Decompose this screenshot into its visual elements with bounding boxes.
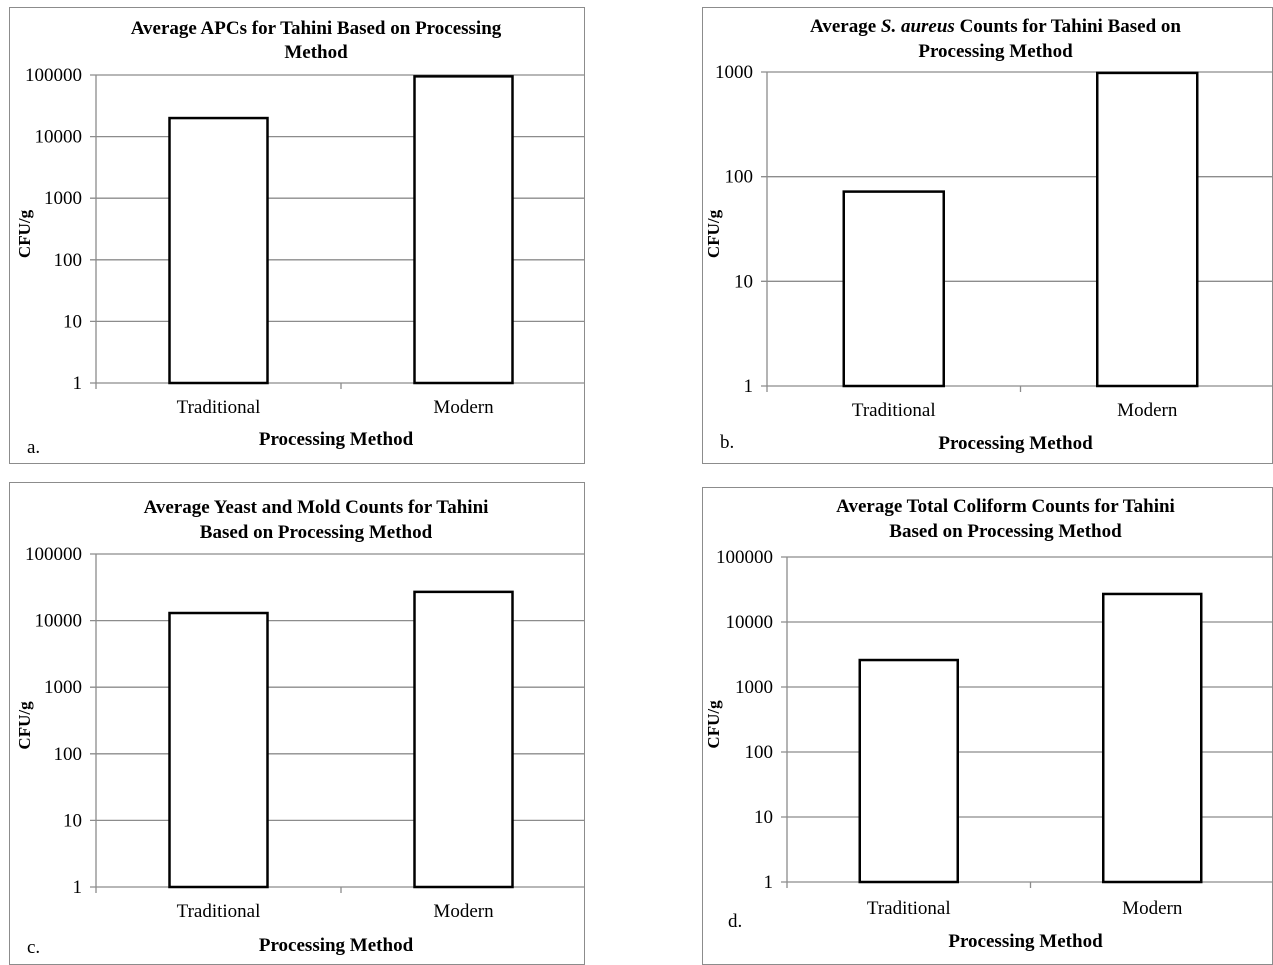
bar-traditional [842,190,945,388]
panel-label: c. [27,937,40,958]
x-tick-label: Traditional [177,901,261,922]
x-tick-label: Modern [433,397,494,418]
y-tick-label: 1000 [44,677,82,698]
y-tick-label: 10000 [35,127,83,148]
chart-panel-d: Average Total Coliform Counts for Tahini… [702,487,1273,965]
y-tick-label: 10000 [726,612,774,633]
y-tick-label: 1000 [715,62,753,83]
panel-label: b. [720,432,734,453]
chart-title-line: Method [284,42,348,63]
y-tick-label: 100000 [25,65,82,86]
chart-svg: Average Total Coliform Counts for Tahini… [704,496,1272,952]
chart-svg: Average APCs for Tahini Based on Process… [15,18,584,458]
y-tick-label: 10 [754,807,773,828]
y-axis-title: CFU/g [704,700,723,749]
y-tick-label: 1000 [44,188,82,209]
x-tick-label: Traditional [867,898,951,919]
bar-modern [1096,71,1199,388]
y-tick-label: 10 [734,271,753,292]
chart-title-line: Processing Method [918,41,1073,62]
y-tick-label: 100 [54,250,83,271]
chart-title-line: Based on Processing Method [200,522,433,543]
y-tick-label: 10000 [35,611,83,632]
chart-title-line: Average Total Coliform Counts for Tahini [836,496,1175,517]
x-tick-label: Modern [1117,400,1178,421]
y-tick-label: 100 [745,742,774,763]
x-tick-label: Modern [1122,898,1183,919]
x-tick-label: Traditional [852,400,936,421]
bar-modern [413,75,514,385]
chart-title-line: Average APCs for Tahini Based on Process… [131,18,502,39]
chart-svg: Average Yeast and Mold Counts for Tahini… [15,497,584,958]
y-axis-title: CFU/g [15,209,34,258]
y-tick-label: 10 [63,810,82,831]
y-tick-label: 10 [63,311,82,332]
bar-traditional [168,116,269,385]
y-tick-label: 1 [73,877,83,898]
x-axis-title: Processing Method [259,429,414,450]
x-tick-label: Modern [433,901,494,922]
bar-modern [1102,592,1203,884]
y-axis-title: CFU/g [15,701,34,750]
y-tick-label: 100 [54,744,83,765]
x-axis-title: Processing Method [938,433,1093,454]
panel-label: d. [728,911,742,932]
chart-panel-a: Average APCs for Tahini Based on Process… [9,7,585,464]
y-tick-label: 100000 [25,544,82,565]
y-tick-label: 1 [744,376,754,397]
y-tick-label: 1 [73,373,83,394]
chart-panel-c: Average Yeast and Mold Counts for Tahini… [9,482,585,965]
x-axis-title: Processing Method [948,931,1103,952]
y-tick-label: 1 [764,872,774,893]
y-tick-label: 100000 [716,547,773,568]
y-tick-label: 100 [725,167,754,188]
bar-traditional [168,611,269,889]
x-tick-label: Traditional [177,397,261,418]
bar-modern [413,590,514,889]
x-axis-title: Processing Method [259,935,414,956]
chart-title-line: Based on Processing Method [889,521,1122,542]
bar-traditional [858,658,959,884]
chart-title-line: Average Yeast and Mold Counts for Tahini [144,497,489,518]
chart-svg: Average S. aureus Counts for Tahini Base… [704,16,1272,454]
chart-panel-b: Average S. aureus Counts for Tahini Base… [702,7,1273,464]
y-tick-label: 1000 [735,677,773,698]
chart-title-line: Average S. aureus Counts for Tahini Base… [810,16,1181,37]
panel-label: a. [27,437,40,458]
y-axis-title: CFU/g [704,209,723,258]
